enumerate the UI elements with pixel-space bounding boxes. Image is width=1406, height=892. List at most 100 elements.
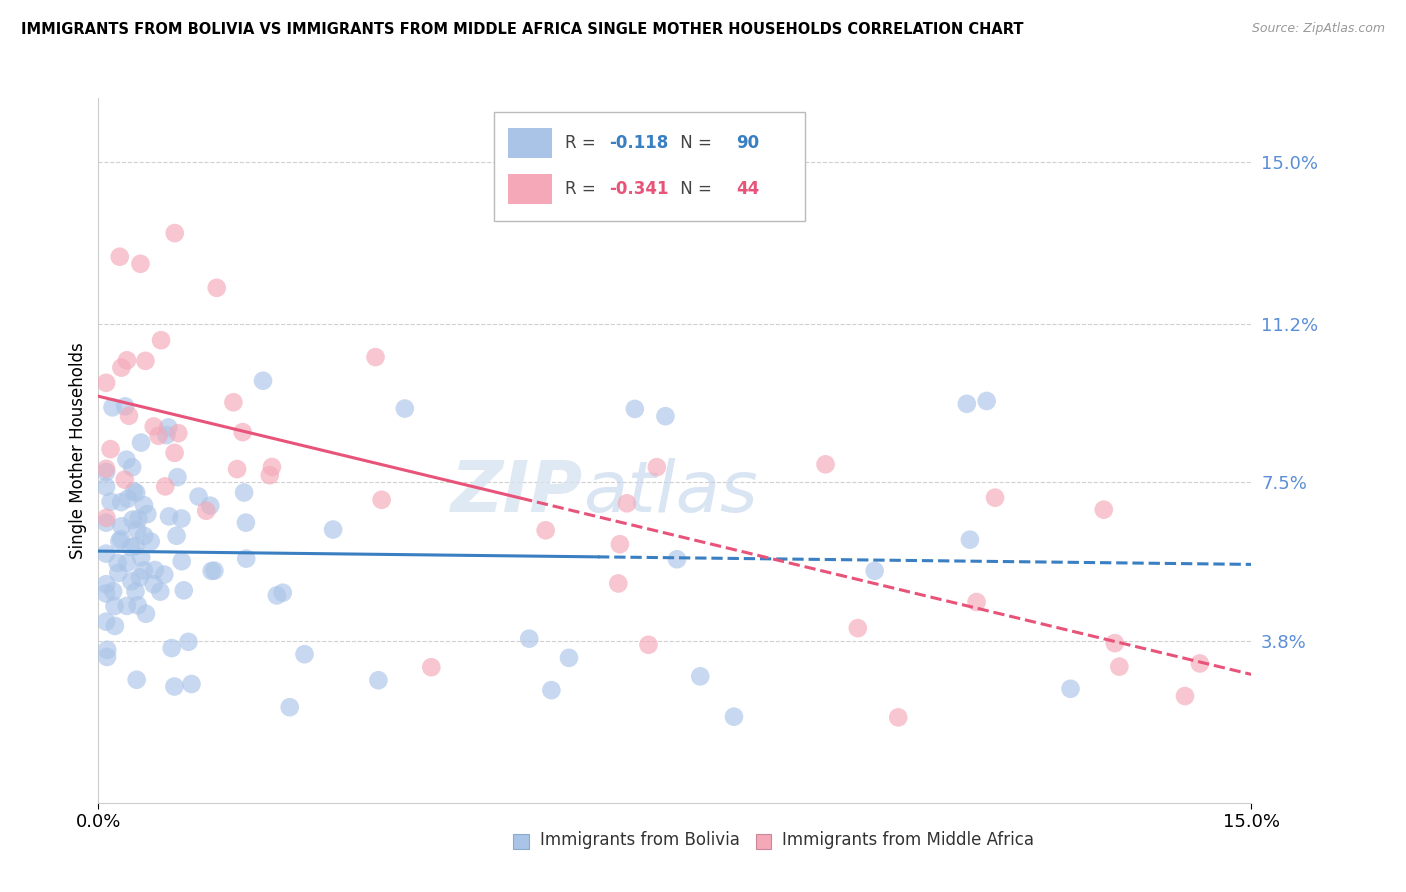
Point: [110, 360, 132, 375]
Point: [127, 599, 149, 613]
Point: [118, 409, 141, 423]
Point: [170, 511, 193, 525]
Point: [177, 635, 200, 649]
Point: [115, 353, 138, 368]
Point: [110, 495, 132, 509]
Point: [101, 584, 124, 599]
Text: Immigrants from Middle Africa: Immigrants from Middle Africa: [782, 831, 1035, 849]
Point: [107, 556, 129, 570]
Point: [846, 621, 869, 635]
Point: [984, 491, 1007, 505]
Point: [142, 419, 165, 434]
Point: [166, 470, 188, 484]
Text: Source: ZipAtlas.com: Source: ZipAtlas.com: [1251, 22, 1385, 36]
Point: [180, 677, 202, 691]
Point: [1059, 681, 1081, 696]
Point: [863, 564, 886, 578]
Point: [100, 442, 122, 457]
Text: R =: R =: [565, 180, 602, 198]
Text: N =: N =: [675, 134, 717, 153]
Point: [187, 490, 209, 504]
Point: [94, 516, 117, 530]
Point: [252, 374, 274, 388]
Point: [167, 426, 190, 441]
Point: [723, 709, 745, 723]
Point: [294, 647, 316, 661]
Point: [129, 257, 152, 271]
Point: [124, 539, 146, 553]
Point: [108, 250, 131, 264]
Point: [517, 632, 540, 646]
Point: [226, 462, 249, 476]
Point: [1108, 659, 1130, 673]
Point: [235, 551, 257, 566]
Text: IMMIGRANTS FROM BOLIVIA VS IMMIGRANTS FROM MIDDLE AFRICA SINGLE MOTHER HOUSEHOLD: IMMIGRANTS FROM BOLIVIA VS IMMIGRANTS FR…: [21, 22, 1024, 37]
Text: ZIP: ZIP: [450, 458, 582, 527]
Point: [94, 547, 117, 561]
Point: [143, 563, 166, 577]
Point: [127, 523, 149, 537]
Point: [195, 504, 218, 518]
Point: [114, 473, 136, 487]
Point: [204, 564, 226, 578]
Point: [124, 584, 146, 599]
Point: [540, 683, 562, 698]
Point: [132, 498, 155, 512]
Point: [222, 395, 245, 409]
Point: [200, 499, 222, 513]
Point: [101, 401, 124, 415]
FancyBboxPatch shape: [513, 834, 529, 849]
Text: atlas: atlas: [582, 458, 758, 527]
Point: [94, 586, 117, 600]
FancyBboxPatch shape: [508, 128, 551, 158]
Point: [607, 576, 630, 591]
Point: [394, 401, 416, 416]
Point: [534, 523, 557, 537]
Point: [976, 394, 998, 409]
Point: [157, 420, 180, 434]
Point: [139, 534, 162, 549]
Text: -0.341: -0.341: [609, 180, 669, 198]
Point: [278, 700, 301, 714]
Point: [132, 529, 155, 543]
Point: [163, 446, 186, 460]
Point: [125, 485, 148, 500]
Point: [1174, 689, 1197, 703]
Point: [157, 509, 180, 524]
Point: [956, 397, 979, 411]
Point: [149, 584, 172, 599]
Text: -0.118: -0.118: [609, 134, 668, 153]
Point: [94, 480, 117, 494]
Point: [94, 615, 117, 629]
Point: [125, 673, 148, 687]
Point: [689, 669, 711, 683]
Point: [120, 574, 142, 589]
Point: [235, 516, 257, 530]
Point: [205, 281, 228, 295]
Point: [322, 523, 344, 537]
Point: [129, 435, 152, 450]
Point: [233, 485, 256, 500]
Point: [114, 400, 136, 414]
Text: 90: 90: [735, 134, 759, 153]
Point: [121, 460, 143, 475]
Point: [814, 458, 837, 472]
Point: [132, 563, 155, 577]
Point: [654, 409, 676, 424]
Point: [153, 567, 176, 582]
Text: 44: 44: [735, 180, 759, 198]
Point: [364, 350, 387, 364]
FancyBboxPatch shape: [508, 174, 551, 204]
Point: [637, 638, 659, 652]
FancyBboxPatch shape: [494, 112, 806, 221]
Point: [94, 376, 117, 390]
Point: [645, 460, 668, 475]
Point: [103, 599, 125, 613]
Point: [120, 540, 142, 554]
Point: [134, 354, 156, 368]
Point: [104, 619, 127, 633]
Point: [163, 680, 186, 694]
Point: [558, 650, 581, 665]
Point: [129, 550, 152, 565]
Y-axis label: Single Mother Households: Single Mother Households: [69, 343, 87, 558]
